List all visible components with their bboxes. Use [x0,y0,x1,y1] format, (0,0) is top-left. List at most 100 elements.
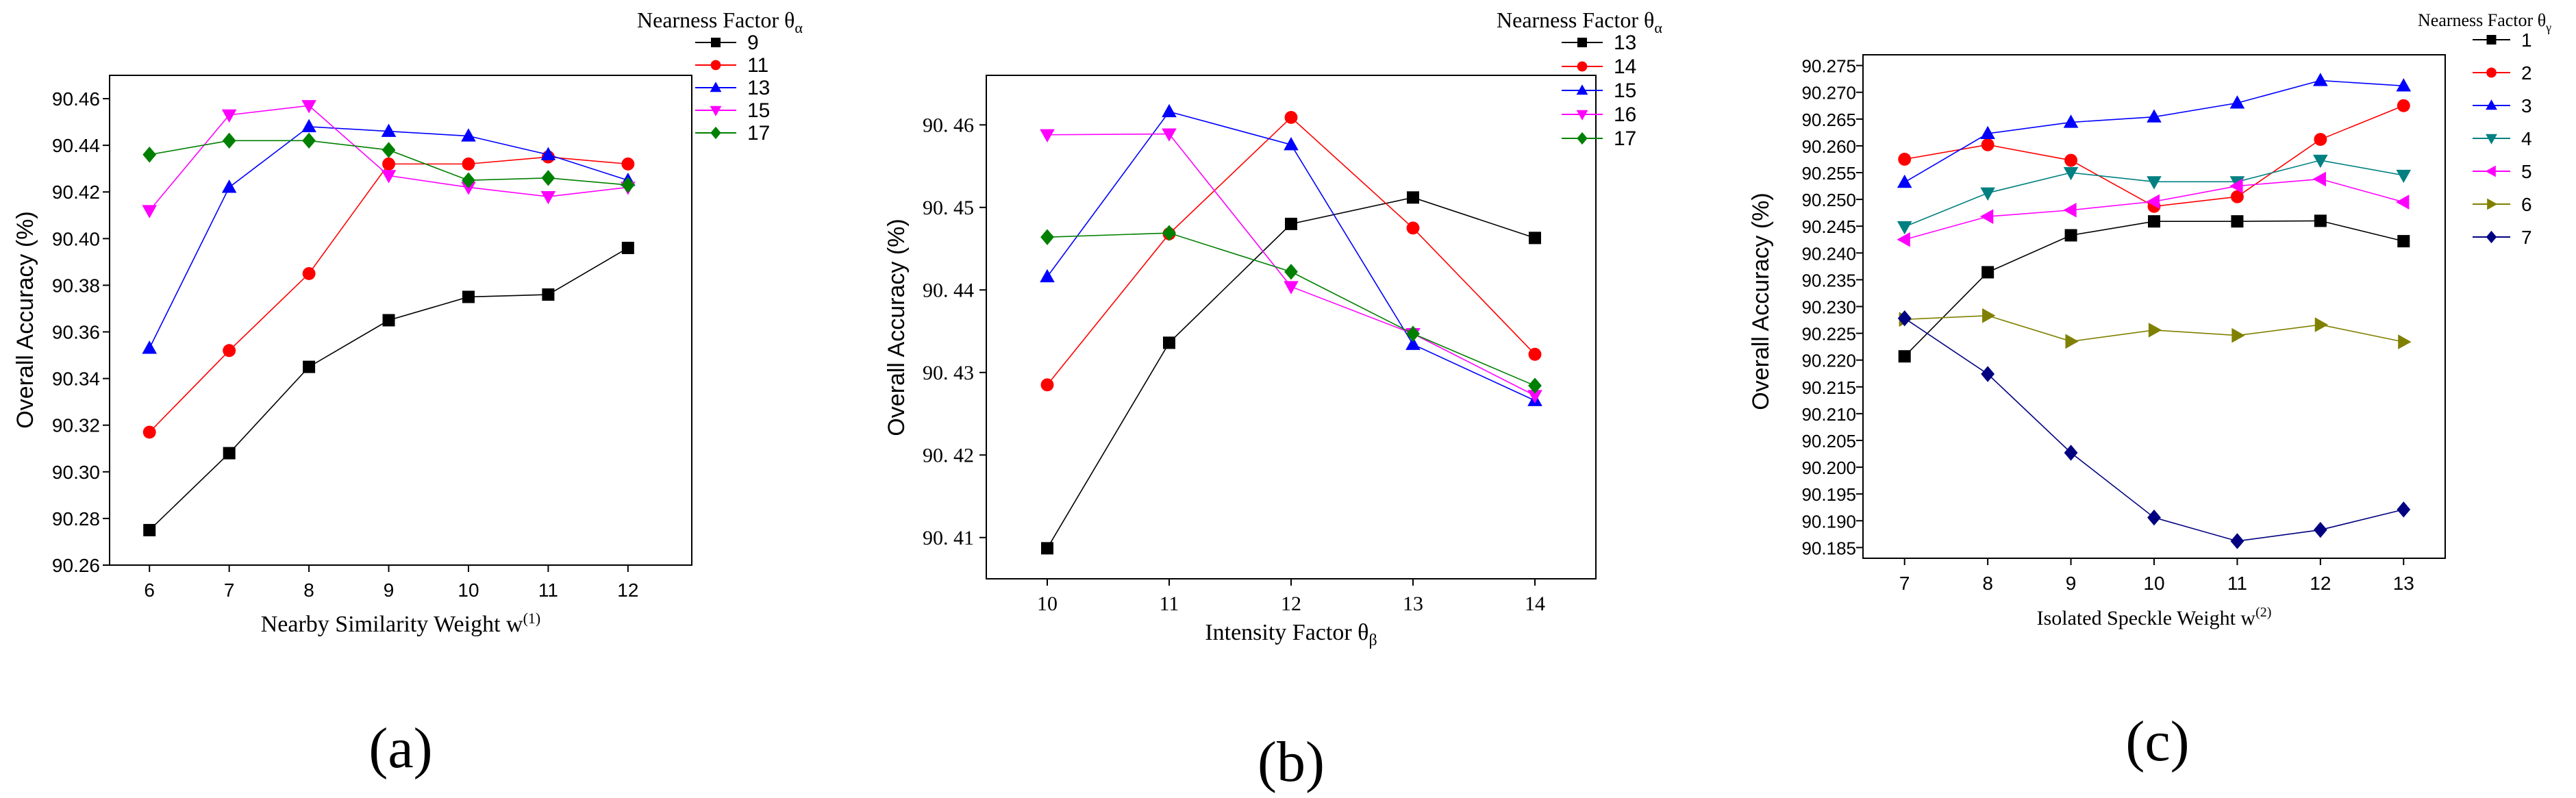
data-point-a-17 [382,142,396,158]
data-point-c-1 [1981,266,1994,279]
legend-label-b: 13 [1614,32,1636,54]
legend-marker-b [1576,110,1588,121]
data-point-a-9 [223,447,236,460]
data-point-a-9 [542,288,555,301]
data-point-c-1 [2397,235,2410,248]
x-tick-label-c: 11 [2227,573,2247,594]
y-tick-label-c: 90.190 [1801,511,1856,532]
y-tick-label-c: 90.240 [1801,243,1856,264]
data-point-b-14 [1406,221,1420,235]
data-point-a-15 [540,190,556,205]
legend-label-a: 11 [747,54,768,77]
legend-label-c: 7 [2521,227,2532,248]
legend-label-c: 4 [2521,128,2532,149]
series-line-c-1 [1904,220,2404,357]
y-tick-label-c: 90.250 [1801,190,1856,210]
y-tick-label-c: 90.225 [1801,324,1856,345]
legend-marker-c [2487,198,2498,210]
legend-label-a: 9 [747,32,759,54]
panel-label-b: (b) [1258,730,1325,794]
data-point-b-13 [1529,232,1541,245]
y-axis-label-a: Overall Accuracy (%) [12,211,38,428]
legend-label-c: 1 [2521,29,2532,51]
data-point-c-2 [2064,153,2078,167]
x-tick-label-a: 11 [538,579,558,601]
data-point-c-6 [1982,308,1996,323]
x-tick-label-b: 13 [1403,593,1423,615]
series-a [142,100,636,536]
data-point-b-14 [1284,111,1298,124]
x-tick-label-a: 12 [617,579,638,601]
plot-frame-c [1862,54,2446,559]
data-point-c-4 [1980,187,1995,201]
data-point-c-7 [1897,310,1912,327]
data-point-c-4 [2063,166,2079,181]
panel-label-a: (a) [368,716,432,780]
y-tick-label-b: 90. 43 [923,362,974,384]
data-point-c-2 [1981,138,1994,151]
data-point-a-15 [461,182,476,195]
data-point-c-6 [2314,317,2329,332]
legend-marker-c [2485,165,2496,177]
data-point-b-15 [1284,136,1299,151]
x-tick-label-b: 12 [1281,593,1301,615]
y-axis-label-b: Overall Accuracy (%) [884,219,910,436]
series-line-c-3 [1904,79,2404,183]
data-point-c-3 [2396,78,2412,92]
data-point-b-15 [1040,269,1055,283]
series-line-b-17 [1047,232,1536,386]
data-point-b-17 [1162,225,1176,241]
data-point-a-13 [301,119,316,133]
y-tick-label-b: 90. 46 [923,114,974,136]
x-axis-label-c: Isolated Speckle Weight w(2) [2037,605,2272,629]
x-tick-label-b: 14 [1525,593,1545,615]
data-point-a-15 [381,170,397,184]
legend-marker-c [2486,230,2497,244]
x-ticks-b: 10 11 12 13 14 [1037,579,1545,615]
data-point-b-15 [1162,103,1177,118]
data-point-b-14 [1528,347,1542,361]
y-tick-label-a: 90.46 [52,88,100,110]
data-point-a-11 [621,157,635,171]
legend-marker-b [1577,132,1588,145]
y-tick-label-a: 90.38 [52,275,100,296]
data-point-a-13 [221,179,237,193]
y-ticks-b: 90. 41 90. 42 90. 43 90. 44 90. 45 90. 46 [923,114,986,549]
legend-c: 1 2 3 4 5 6 7 [2473,29,2532,248]
y-tick-label-c: 90.235 [1801,270,1856,290]
y-tick-label-a: 90.44 [52,135,100,156]
legend-marker-b [1576,84,1588,95]
y-tick-label-a: 90.42 [52,182,100,203]
y-tick-label-a: 90.32 [52,415,100,436]
data-point-c-5 [2229,178,2243,194]
x-tick-label-c: 8 [1982,573,1993,594]
data-point-b-16 [1162,128,1177,142]
legend-marker-a [710,82,722,92]
legend-label-b: 15 [1614,79,1636,102]
data-point-a-17 [541,170,555,186]
legend-marker-c [2486,134,2497,145]
legend-marker-c [2486,35,2497,45]
x-tick-label-b: 10 [1037,593,1058,615]
series-line-a-9 [149,247,629,531]
legend-title-b: Nearness Factor θα [1497,8,1662,36]
data-point-c-2 [2397,99,2410,112]
x-tick-label-c: 13 [2393,573,2414,594]
y-ticks-a: 90.26 90.28 90.30 90.32 90.34 90.36 90.38 90.40… [52,88,110,576]
legend-label-a: 17 [747,122,770,145]
data-point-c-2 [2314,133,2327,146]
y-tick-label-a: 90.26 [52,555,100,576]
data-point-a-9 [621,241,634,254]
data-point-a-15 [221,109,237,123]
legend-label-a: 15 [747,99,770,122]
y-tick-label-a: 90.28 [52,508,100,529]
data-point-b-15 [1405,336,1421,350]
y-tick-label-c: 90.215 [1801,377,1856,398]
data-point-a-13 [142,340,158,354]
data-point-b-13 [1407,191,1419,204]
legend-label-c: 3 [2521,95,2532,116]
x-axis-label-b: Intensity Factor θβ [1205,620,1377,649]
data-point-c-4 [2313,154,2328,169]
